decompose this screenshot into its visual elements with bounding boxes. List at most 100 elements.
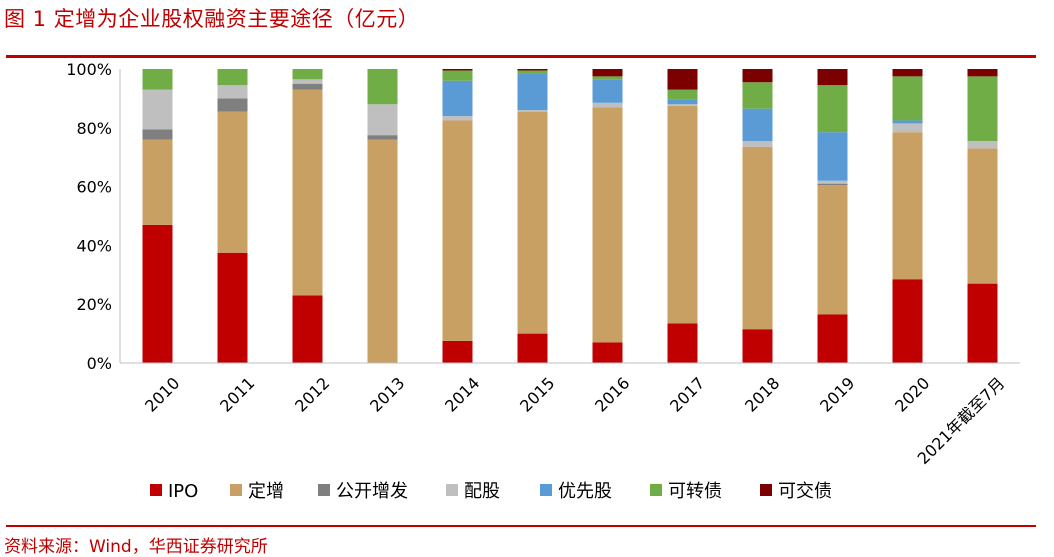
y-tick-label: 60% [76, 178, 112, 197]
bar-segment [892, 76, 923, 121]
bar-segment [667, 69, 698, 90]
bar-segment [817, 314, 848, 363]
bar-segment [142, 89, 173, 130]
bar-segment [667, 99, 698, 105]
x-tick-label: 2019 [816, 373, 858, 415]
legend-swatch [318, 484, 330, 496]
bar-segment [517, 70, 548, 74]
bar-segment [592, 342, 623, 363]
bar-segment [592, 107, 623, 343]
bar-segment [217, 85, 248, 99]
bar-segment [517, 69, 548, 71]
legend-label: 配股 [464, 481, 500, 502]
bar-segment [517, 73, 548, 111]
bars-layer [142, 69, 998, 363]
bar-segment [442, 80, 473, 117]
bar-segment [592, 69, 623, 77]
bar-segment [217, 252, 248, 363]
bar-segment [442, 116, 473, 121]
bar-segment [967, 69, 998, 77]
legend: IPO 定增 公开增发 配股 优先股 可转债 可交债 [150, 481, 832, 502]
x-tick-label: 2018 [741, 373, 783, 415]
legend-label: IPO [168, 481, 198, 502]
bar-segment [292, 79, 323, 84]
legend-label: 定增 [248, 481, 284, 502]
bar-segment [517, 111, 548, 334]
bar-segment [517, 110, 548, 112]
bar-segment [367, 139, 398, 363]
legend-swatch [760, 484, 772, 496]
bar-segment [817, 180, 848, 184]
bar-segment [817, 185, 848, 315]
figure-title: 图 1 定增为企业股权融资主要途径（亿元） [4, 7, 420, 31]
bar-segment [217, 111, 248, 253]
bar-segment [967, 283, 998, 363]
bar-segment [592, 79, 623, 103]
bar-segment [592, 76, 623, 80]
legend-swatch [540, 484, 552, 496]
bar-segment [292, 295, 323, 363]
top-rule [6, 55, 1036, 58]
legend-swatch [650, 484, 662, 496]
bar-segment [142, 139, 173, 225]
bar-segment [742, 141, 773, 147]
bar-segment [892, 132, 923, 280]
x-tick-label: 2011 [216, 373, 258, 415]
y-tick-label: 80% [76, 119, 112, 138]
bar-segment [292, 83, 323, 90]
x-tick-label: 2016 [591, 373, 633, 415]
y-tick-label: 0% [87, 354, 112, 373]
x-tick-label: 2013 [366, 373, 408, 415]
bar-segment [667, 104, 698, 106]
legend-label: 可交债 [778, 481, 832, 502]
bar-segment [442, 340, 473, 363]
legend-label: 优先股 [558, 481, 612, 502]
legend-swatch [150, 484, 162, 496]
bar-segment [292, 89, 323, 296]
bar-segment [967, 148, 998, 284]
bar-segment [742, 82, 773, 109]
bar-segment [667, 105, 698, 324]
bar-segment [367, 104, 398, 136]
bar-segment [742, 146, 773, 330]
y-tick-label: 20% [76, 295, 112, 314]
x-tick-label: 2010 [141, 373, 183, 415]
legend-label: 公开增发 [336, 481, 408, 502]
bar-segment [742, 329, 773, 363]
bar-segment [367, 69, 398, 105]
bar-segment [892, 279, 923, 363]
x-tick-label: 2015 [516, 373, 558, 415]
source-note: 资料来源：Wind，华西证券研究所 [4, 537, 268, 557]
bar-segment [967, 141, 998, 149]
bar-segment [892, 69, 923, 77]
bar-segment [442, 120, 473, 341]
bar-segment [817, 183, 848, 186]
bar-segment [742, 108, 773, 142]
bottom-rule [6, 525, 1036, 527]
bar-segment [967, 76, 998, 142]
bar-segment [817, 132, 848, 181]
legend-swatch [230, 484, 242, 496]
bar-segment [217, 69, 248, 86]
y-tick-label: 40% [76, 236, 112, 255]
bar-segment [892, 123, 923, 133]
x-tick-label: 2017 [666, 373, 708, 415]
bar-segment [892, 120, 923, 124]
legend-swatch [446, 484, 458, 496]
bar-segment [742, 69, 773, 83]
bar-segment [142, 69, 173, 90]
bar-segment [817, 85, 848, 133]
bar-segment [217, 98, 248, 112]
bar-segment [367, 135, 398, 140]
y-tick-label: 100% [66, 60, 112, 79]
bar-segment [817, 69, 848, 86]
x-tick-label: 2014 [441, 373, 483, 415]
x-tick-label: 2012 [291, 373, 333, 415]
bar-segment [667, 89, 698, 100]
bar-segment [667, 323, 698, 363]
bar-segment [142, 129, 173, 140]
bar-segment [517, 333, 548, 363]
bar-segment [592, 102, 623, 108]
bar-segment [442, 69, 473, 71]
